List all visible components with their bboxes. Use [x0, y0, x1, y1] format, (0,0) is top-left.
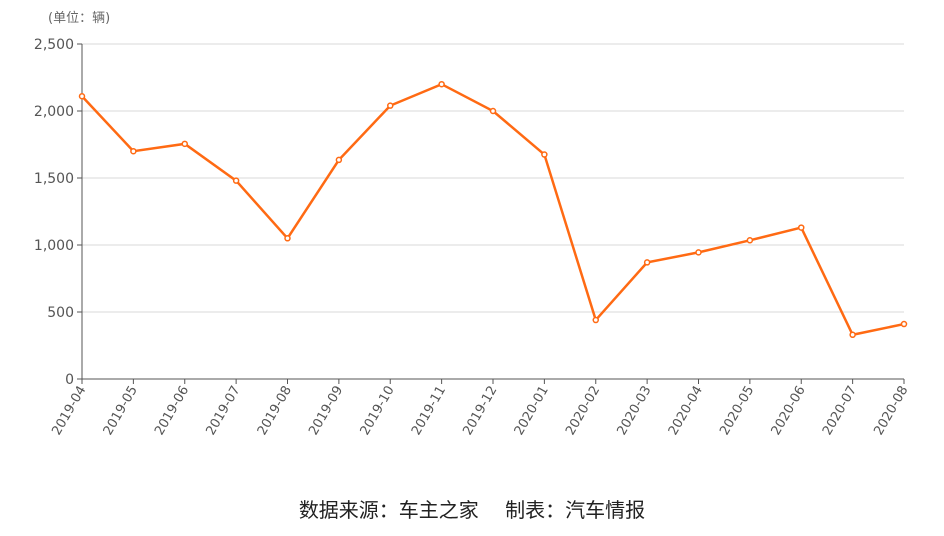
y-tick-label: 1,500 — [34, 171, 74, 187]
data-point — [387, 102, 394, 109]
y-tick-label: 0 — [65, 372, 74, 388]
x-tick-label: 2020-02 — [563, 384, 603, 439]
data-point — [232, 177, 240, 184]
y-tick-label: 1,000 — [34, 238, 74, 254]
data-point — [181, 140, 188, 148]
x-tick-label: 2019-09 — [306, 384, 346, 439]
data-point — [438, 80, 445, 88]
data-point — [798, 224, 805, 231]
series-line — [81, 82, 905, 337]
y-tick-label: 2,500 — [34, 37, 74, 53]
data-point — [541, 151, 548, 158]
chart-footer: 数据来源：车主之家 制表：汽车情报 — [0, 494, 944, 523]
data-point — [335, 156, 343, 164]
y-tick-label: 500 — [47, 305, 74, 321]
x-tick-label: 2020-04 — [666, 384, 706, 439]
data-point — [643, 259, 651, 266]
data-point — [746, 237, 754, 244]
data-point — [284, 235, 291, 242]
table-maker: 制表：汽车情报 — [505, 498, 646, 522]
data-source: 数据来源：车主之家 — [298, 498, 479, 522]
x-tick-label: 2019-10 — [358, 384, 398, 439]
data-point — [849, 331, 856, 339]
x-tick-label: 2019-05 — [101, 384, 141, 439]
data-point — [695, 249, 702, 256]
data-point — [592, 316, 599, 324]
x-tick-label: 2019-12 — [460, 384, 500, 439]
unit-label: (单位：辆) — [48, 11, 110, 26]
data-point — [489, 107, 497, 115]
data-point — [78, 93, 86, 100]
y-tick-label: 2,000 — [34, 104, 74, 120]
x-tick-label: 2019-06 — [152, 384, 192, 439]
x-tick-label: 2020-06 — [769, 384, 809, 439]
data-point — [900, 320, 908, 328]
x-tick-label: 2020-07 — [820, 384, 860, 439]
x-tick-label: 2020-08 — [871, 384, 911, 439]
x-tick-label: 2019-08 — [255, 384, 295, 439]
x-tick-label: 2019-04 — [49, 384, 89, 439]
x-tick-label: 2020-03 — [614, 384, 654, 439]
line-chart: (单位：辆) 0 500 1,000 1,500 2,000 2,500 2019-04 201… — [34, 11, 912, 439]
x-tick-label: 2019-07 — [203, 384, 243, 439]
x-tick-label: 2020-05 — [717, 384, 757, 439]
x-tick-label: 2019-11 — [409, 384, 449, 439]
data-point — [130, 147, 137, 155]
x-tick-label: 2020-01 — [512, 384, 552, 439]
